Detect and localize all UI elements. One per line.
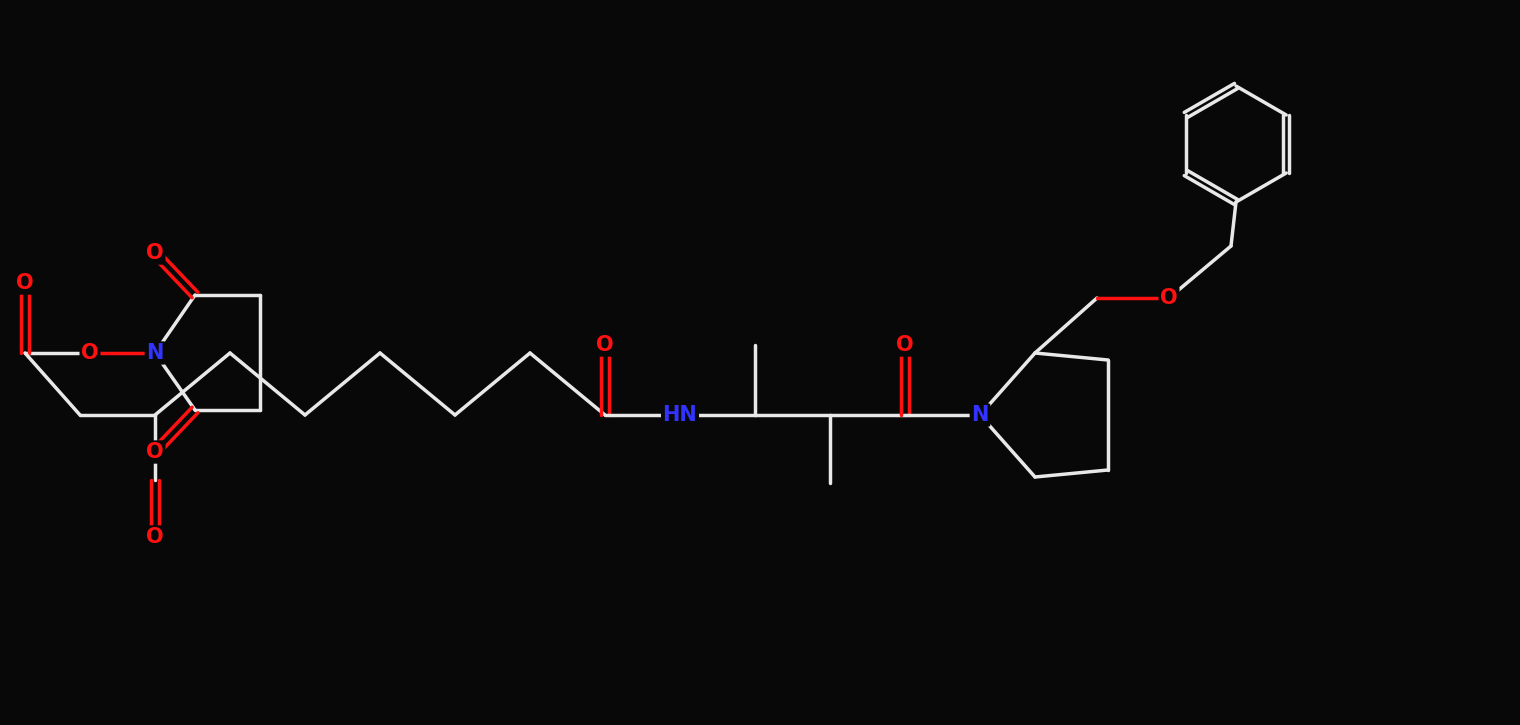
- Text: N: N: [971, 405, 988, 425]
- Text: HN: HN: [663, 405, 698, 425]
- Text: O: O: [81, 343, 99, 363]
- Text: N: N: [146, 343, 164, 363]
- Text: O: O: [146, 527, 164, 547]
- Text: O: O: [17, 273, 33, 293]
- Text: O: O: [146, 243, 164, 263]
- Text: O: O: [596, 335, 614, 355]
- Text: O: O: [146, 442, 164, 462]
- Text: O: O: [1160, 288, 1178, 308]
- Text: O: O: [897, 335, 914, 355]
